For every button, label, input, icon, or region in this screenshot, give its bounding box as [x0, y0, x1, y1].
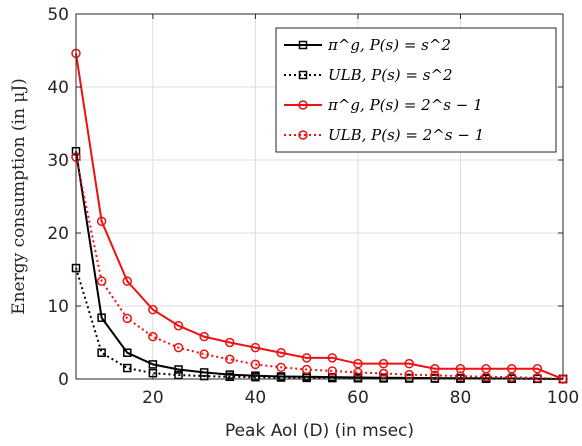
data-point	[276, 362, 286, 373]
data-point	[122, 313, 133, 324]
legend-entry-4: ULB, P(s) = 2^s − 1	[284, 126, 484, 144]
data-point	[97, 348, 106, 357]
data-point	[251, 372, 260, 382]
data-point	[301, 353, 312, 363]
x-tick-label: 80	[450, 388, 472, 408]
data-point	[96, 216, 107, 227]
y-axis-label: Energy consumption (in μJ)	[9, 78, 29, 315]
data-point	[123, 348, 132, 357]
series-3	[71, 48, 568, 384]
x-tick-label: 20	[142, 388, 164, 408]
y-tick-label: 50	[47, 5, 69, 25]
data-point	[173, 342, 184, 353]
data-point	[96, 276, 107, 286]
data-point	[250, 359, 261, 370]
x-tick-label: 60	[347, 388, 369, 408]
axes: 20 40 60 80 100 0 10 20 30 40 50	[47, 5, 579, 408]
series-4	[71, 152, 568, 384]
data-point	[404, 374, 414, 383]
data-point	[123, 363, 132, 373]
y-tick-label: 30	[47, 151, 69, 171]
x-axis-label: Peak AoI (D) (in msec)	[225, 421, 414, 441]
data-point	[122, 276, 133, 286]
data-point	[199, 349, 209, 359]
data-point	[379, 374, 388, 383]
data-point	[173, 320, 184, 331]
data-point	[301, 364, 312, 375]
legend-label: ULB, P(s) = 2^s − 1	[328, 126, 484, 144]
data-point	[148, 304, 158, 315]
legend-entry-3: π^g, P(s) = 2^s − 1	[284, 96, 483, 114]
series-layer	[71, 48, 568, 384]
data-point	[430, 364, 440, 374]
data-point	[97, 313, 106, 322]
data-point	[225, 337, 235, 348]
plot-frame	[75, 13, 564, 380]
data-point	[532, 373, 543, 383]
legend-label: π^g, P(s) = s^2	[327, 36, 451, 54]
data-point	[276, 373, 286, 382]
legend-box	[275, 27, 557, 153]
data-point	[199, 331, 209, 342]
legend-marker	[298, 40, 308, 50]
data-point	[225, 354, 235, 365]
data-point	[506, 372, 517, 382]
legend-label: ULB, P(s) = s^2	[328, 66, 453, 84]
y-tick-label: 0	[58, 370, 69, 390]
y-tick-label: 10	[47, 297, 69, 317]
legend-marker	[298, 130, 308, 140]
data-point	[250, 342, 261, 353]
data-point	[481, 372, 491, 382]
legend-entry-2: ULB, P(s) = s^2	[284, 66, 453, 84]
data-point	[327, 353, 338, 363]
data-point	[378, 368, 389, 379]
legend-entry-1: π^g, P(s) = s^2	[284, 36, 451, 54]
data-point	[532, 364, 543, 374]
data-point	[276, 347, 286, 358]
legend-label: π^g, P(s) = 2^s − 1	[327, 96, 483, 114]
x-tick-label: 40	[245, 388, 267, 408]
x-tick-label: 100	[547, 388, 579, 408]
data-point	[378, 358, 389, 369]
legend-marker	[298, 70, 308, 80]
data-point	[199, 371, 209, 381]
data-point	[148, 331, 158, 342]
data-point	[455, 371, 466, 381]
data-point	[174, 370, 183, 380]
legend-marker	[298, 100, 308, 110]
y-tick-label: 40	[47, 78, 69, 98]
data-point	[225, 372, 235, 382]
series-line	[75, 267, 564, 380]
data-point	[302, 373, 311, 383]
data-point	[404, 358, 414, 369]
y-tick-label: 20	[47, 224, 69, 244]
data-point	[174, 365, 183, 374]
data-point	[148, 360, 158, 369]
data-point	[327, 366, 338, 376]
data-point	[353, 358, 363, 369]
legend: π^g, P(s) = s^2 ULB, P(s) = s^2 π^g, P(s) …	[275, 27, 557, 153]
